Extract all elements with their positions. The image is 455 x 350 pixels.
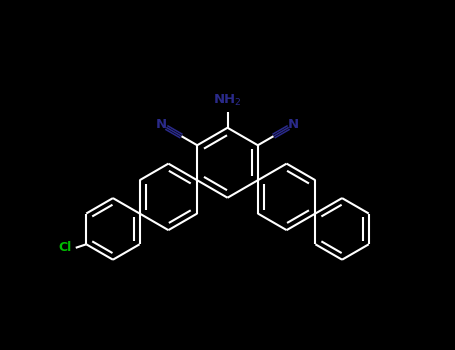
Text: NH$_2$: NH$_2$ bbox=[213, 93, 242, 108]
Text: N: N bbox=[156, 118, 167, 131]
Text: N: N bbox=[288, 118, 299, 131]
Text: Cl: Cl bbox=[58, 241, 71, 254]
